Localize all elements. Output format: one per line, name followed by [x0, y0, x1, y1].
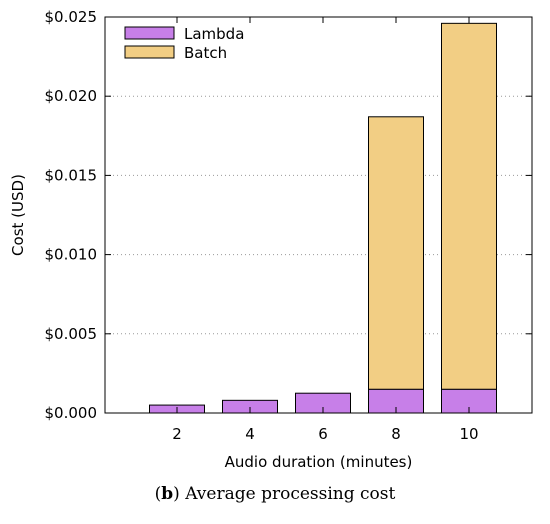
x-tick-label: 4: [245, 425, 255, 443]
x-tick-label: 10: [459, 425, 478, 443]
bar-batch-10: [441, 22, 497, 390]
y-tick-label: $0.005: [45, 325, 98, 343]
x-axis: 2 4 6 8 10: [172, 17, 479, 443]
plot-frame: [104, 16, 533, 414]
y-tick-label: $0.010: [45, 246, 98, 264]
y-tick-label: $0.025: [45, 8, 98, 26]
bar-batch-8: [368, 116, 424, 390]
legend-label-batch: Batch: [184, 44, 227, 62]
x-tick-label: 6: [318, 425, 328, 443]
legend-swatch-lambda: [124, 26, 175, 40]
y-tick-label: $0.020: [45, 87, 98, 105]
caption-label: b: [161, 484, 174, 504]
y-axis: $0.000 $0.005 $0.010 $0.015 $0.020 $0.025: [45, 8, 532, 422]
y-axis-title: Cost (USD): [9, 174, 27, 256]
bars: [149, 22, 497, 414]
y-tick-label: $0.015: [45, 166, 98, 184]
x-tick-label: 2: [172, 425, 182, 443]
legend-swatch-batch: [124, 45, 175, 59]
bar-chart: $0.000 $0.005 $0.010 $0.015 $0.020 $0.025 2 4 6…: [9, 8, 533, 471]
x-axis-title: Audio duration (minutes): [225, 453, 413, 471]
caption-text: Average processing cost: [185, 484, 396, 504]
legend-label-lambda: Lambda: [184, 25, 244, 43]
figure-caption: (b) Average processing cost: [154, 484, 396, 504]
y-tick-label: $0.000: [45, 404, 98, 422]
x-tick-label: 8: [391, 425, 401, 443]
